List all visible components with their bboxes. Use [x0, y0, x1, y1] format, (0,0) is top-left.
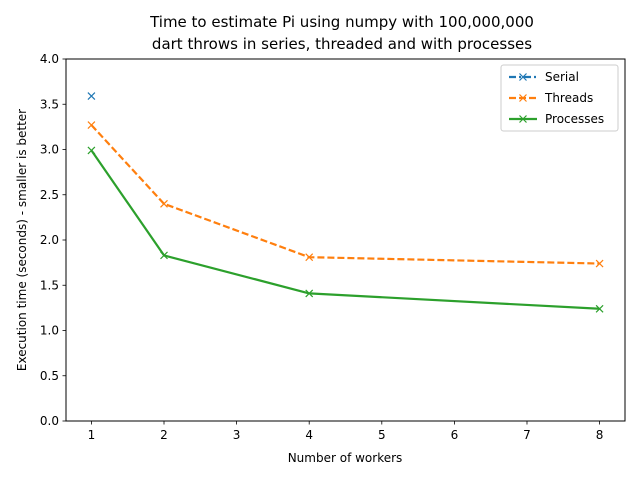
data-point-2-3 [595, 304, 604, 313]
data-point-2-2 [305, 289, 314, 298]
x-tick-label-7: 8 [596, 428, 604, 442]
y-tick-label-6: 3.0 [40, 143, 59, 157]
series-line-2 [90, 149, 600, 310]
legend-marker-2 [519, 115, 527, 123]
legend-label-2: Processes [545, 112, 604, 126]
plot-area: 1 2 3 4 5 6 7 8 0.0 0.5 1.0 1.5 2.0 2.5 3.0 3.5 4.0 [40, 52, 626, 442]
data-point-1-1 [160, 199, 168, 208]
x-tick-label-4: 5 [378, 428, 386, 442]
x-tick-label-1: 2 [160, 428, 168, 442]
legend-marker-0 [519, 73, 527, 81]
x-tick-label-2: 3 [233, 428, 241, 442]
legend-marker-1 [519, 94, 527, 102]
data-point-2-0 [87, 146, 96, 155]
legend-box [500, 64, 619, 132]
legend-label-0: Serial [545, 70, 579, 84]
data-point-0-0 [87, 92, 96, 101]
y-tick-label-8: 4.0 [40, 52, 59, 66]
y-tick-label-4: 2.0 [40, 233, 59, 247]
data-point-1-3 [595, 259, 604, 268]
data-point-1-2 [305, 253, 314, 262]
y-tick-label-0: 0.0 [40, 414, 59, 428]
y-tick-label-2: 1.0 [40, 324, 59, 338]
x-tick-label-6: 7 [523, 428, 531, 442]
y-tick-label-3: 1.5 [40, 278, 59, 292]
data-point-1-0 [87, 121, 96, 129]
x-tick-label-5: 6 [451, 428, 459, 442]
x-tick-label-0: 1 [88, 428, 96, 442]
x-tick-label-3: 4 [305, 428, 313, 442]
y-tick-label-5: 2.5 [40, 188, 59, 202]
y-tick-label-1: 0.5 [40, 369, 59, 383]
chart-title-line-2: dart throws in series, threaded and with… [152, 35, 532, 53]
y-tick-label-7: 3.5 [40, 97, 59, 111]
series-line-1 [90, 124, 600, 265]
y-axis-label: Execution time (seconds) - smaller is be… [15, 109, 29, 371]
legend: Serial Threads Processes [500, 64, 619, 132]
chart-title-line-1: Time to estimate Pi using numpy with 100… [149, 13, 534, 31]
legend-label-1: Threads [544, 91, 593, 105]
x-axis-label: Number of workers [288, 451, 403, 465]
data-point-2-1 [160, 251, 168, 260]
